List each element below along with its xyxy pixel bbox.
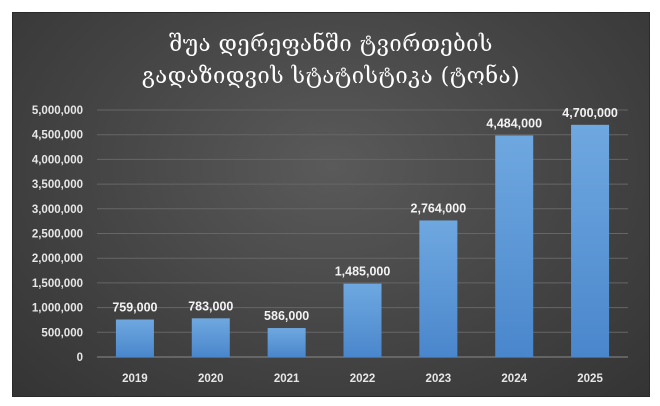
y-tick-label: 2,500,000 [32,229,83,241]
bar-2023 [419,220,458,357]
bar-2021 [267,328,306,357]
x-tick-label-2019: 2019 [122,373,148,385]
data-label-2021: 586,000 [264,309,309,323]
chart-title: შუა დერეფანში ტვირთების გადაზიდვის სტატი… [13,29,649,93]
bar-2022 [343,283,382,357]
y-tick-label: 4,000,000 [32,154,83,166]
y-tick-label: 3,000,000 [32,204,83,216]
y-tick-label: 4,500,000 [32,130,83,142]
data-label-2023: 2,764,000 [411,201,467,215]
x-tick-label-2022: 2022 [350,373,376,385]
data-label-2019: 759,000 [112,301,157,315]
bar-2024 [495,135,534,357]
x-tick-label-2024: 2024 [501,373,527,385]
y-tick-label: 3,500,000 [32,179,83,191]
data-label-2024: 4,484,000 [486,116,542,130]
bar-2019 [115,319,154,357]
bar-2020 [191,318,230,357]
y-tick-label: 5,000,000 [32,105,83,117]
y-tick-label: 0 [77,352,83,364]
data-label-2020: 783,000 [188,299,233,313]
x-tick-label-2025: 2025 [577,373,603,385]
bar-2025 [571,124,610,357]
y-tick-label: 1,000,000 [32,303,83,315]
chart-title-line-1: შუა დერეფანში ტვირთების [169,32,493,57]
x-tick-label-2023: 2023 [426,373,452,385]
data-label-2022: 1,485,000 [335,265,391,279]
data-label-2025: 4,700,000 [562,106,618,120]
y-tick-label: 2,000,000 [32,253,83,265]
y-tick-label: 1,500,000 [32,278,83,290]
y-tick-label: 500,000 [41,327,83,339]
x-tick-label-2021: 2021 [274,373,300,385]
chart-title-line-2: გადაზიდვის სტატისტიკა (ტონა) [141,64,521,89]
x-tick-label-2020: 2020 [198,373,224,385]
